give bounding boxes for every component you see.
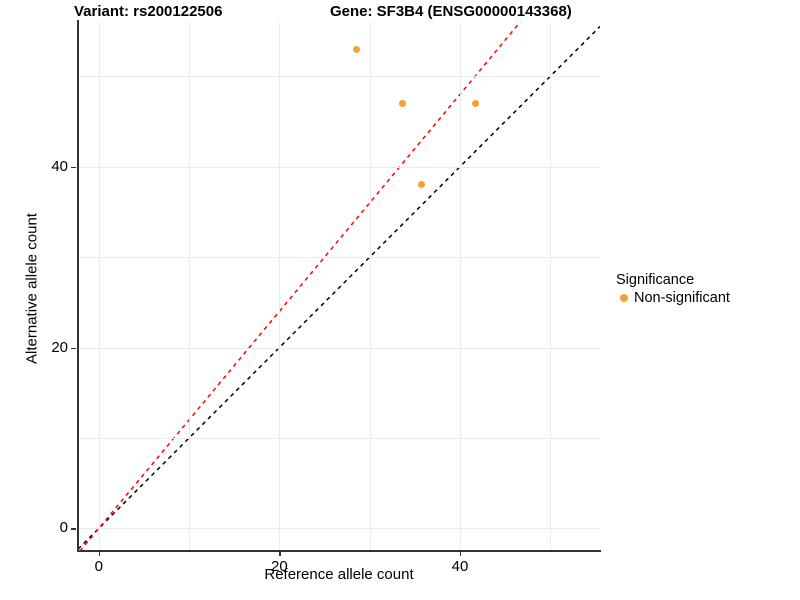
horizontal-gridline [78,76,600,78]
data-point[interactable] [471,99,479,107]
horizontal-gridline [78,257,600,259]
x-tick-mark [98,551,101,556]
y-tick-mark [71,528,76,530]
vertical-gridline [460,22,462,551]
gene-title: Gene: SF3B4 (ENSG00000143368) [330,3,572,20]
x-tick-label: 40 [451,558,469,575]
x-axis-line [77,550,601,552]
reference-line [79,22,521,551]
x-tick-label: 0 [94,558,103,575]
x-axis-title: Reference allele count [264,566,414,583]
variant-title: Variant: rs200122506 [74,3,223,20]
vertical-gridline [98,22,100,551]
legend-point-icon [620,294,628,302]
x-tick-label: 20 [271,558,288,575]
horizontal-gridline [78,437,600,439]
y-tick-label: 40 [51,157,68,175]
legend-key [616,290,632,306]
y-axis-line [77,20,79,552]
vertical-gridline [369,22,371,551]
y-tick-label: 0 [59,519,68,537]
legend: Significance Non-significant [616,272,796,306]
x-tick-mark [279,551,281,556]
vertical-gridline [189,22,191,551]
y-axis-title: Alternative allele count [23,213,41,364]
x-tick-mark [460,551,462,556]
data-point[interactable] [398,99,406,107]
y-tick-mark [71,347,76,349]
data-point[interactable] [417,181,425,189]
plot-panel [78,22,600,551]
vertical-gridline [279,22,281,551]
legend-item-label: Non-significant [634,290,730,306]
legend-item-non-significant[interactable]: Non-significant [616,290,796,306]
plot-canvas [78,22,600,551]
identity-line [78,25,600,550]
data-point[interactable] [352,45,360,53]
y-tick-label: 20 [51,338,68,356]
y-tick-mark [71,166,76,169]
legend-title: Significance [616,272,695,288]
horizontal-gridline [78,347,600,349]
horizontal-gridline [78,166,600,168]
horizontal-gridline [78,528,600,530]
vertical-gridline [550,22,552,551]
